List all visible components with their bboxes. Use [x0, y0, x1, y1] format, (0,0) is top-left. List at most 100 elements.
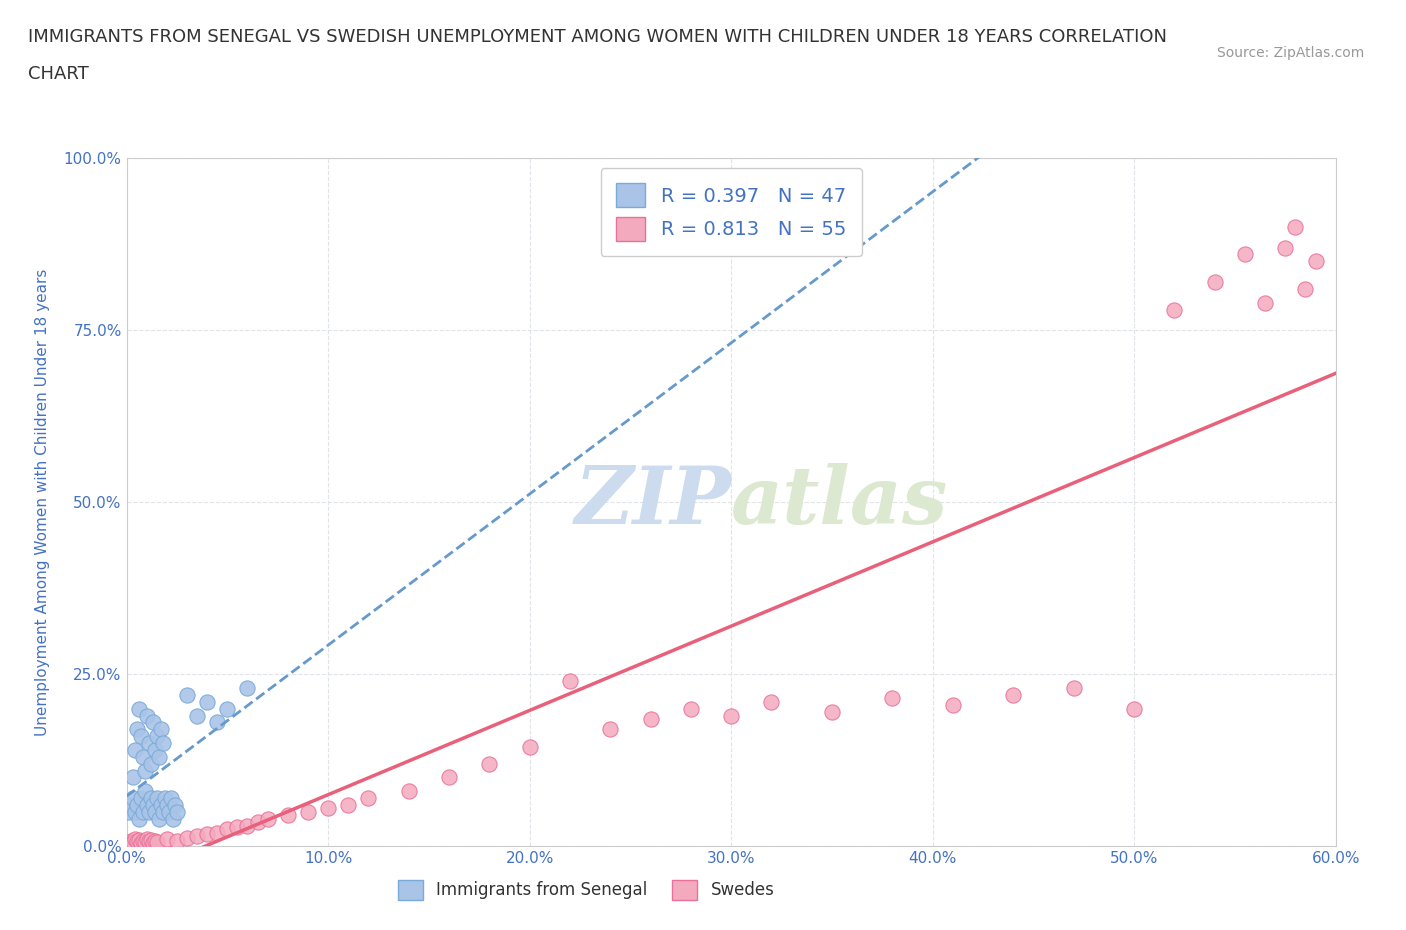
Point [1204, 274, 1226, 289]
Legend: Immigrants from Senegal, Swedes: Immigrants from Senegal, Swedes [391, 873, 782, 907]
Point [720, 708, 742, 723]
Point [821, 705, 844, 720]
Point [120, 833, 142, 848]
Point [135, 832, 157, 847]
Point [176, 830, 198, 845]
Point [135, 798, 157, 813]
Point [129, 835, 152, 850]
Point [142, 798, 165, 813]
Point [195, 695, 218, 710]
Point [139, 832, 162, 847]
Point [1274, 240, 1296, 255]
Point [138, 834, 160, 849]
Text: CHART: CHART [28, 65, 89, 83]
Point [478, 756, 501, 771]
Point [297, 804, 319, 819]
Point [162, 811, 184, 826]
Point [186, 829, 208, 844]
Point [236, 818, 259, 833]
Point [1163, 302, 1185, 317]
Point [129, 729, 152, 744]
Point [217, 822, 239, 837]
Text: atlas: atlas [731, 463, 949, 541]
Point [131, 750, 153, 764]
Point [1002, 687, 1025, 702]
Point [398, 784, 420, 799]
Point [128, 701, 150, 716]
Point [195, 827, 218, 842]
Point [135, 708, 157, 723]
Point [117, 804, 139, 819]
Point [186, 708, 208, 723]
Point [176, 687, 198, 702]
Point [160, 790, 183, 805]
Point [124, 742, 146, 757]
Point [121, 790, 143, 805]
Point [134, 784, 156, 799]
Point [599, 722, 621, 737]
Y-axis label: Unemployment Among Women with Children Under 18 years: Unemployment Among Women with Children U… [35, 269, 49, 736]
Point [163, 798, 186, 813]
Point [1234, 247, 1257, 262]
Point [166, 804, 188, 819]
Point [1294, 282, 1316, 297]
Point [316, 801, 339, 816]
Point [134, 835, 156, 850]
Text: ZIP: ZIP [574, 463, 731, 541]
Point [217, 701, 239, 716]
Point [121, 770, 143, 785]
Point [205, 825, 228, 840]
Point [156, 832, 179, 847]
Point [1254, 295, 1277, 310]
Point [1305, 254, 1327, 269]
Point [148, 811, 170, 826]
Point [124, 832, 146, 847]
Point [139, 790, 162, 805]
Point [640, 711, 662, 726]
Point [142, 835, 165, 850]
Point [129, 790, 152, 805]
Point [121, 835, 143, 850]
Point [146, 729, 169, 744]
Point [120, 798, 142, 813]
Point [157, 804, 180, 819]
Point [558, 673, 581, 688]
Point [256, 811, 278, 826]
Point [1284, 219, 1306, 234]
Point [125, 798, 148, 813]
Point [942, 698, 965, 712]
Point [246, 815, 269, 830]
Point [153, 790, 176, 805]
Point [152, 804, 174, 819]
Point [139, 756, 162, 771]
Point [437, 770, 460, 785]
Point [131, 804, 153, 819]
Point [138, 736, 160, 751]
Point [143, 833, 166, 848]
Point [143, 804, 166, 819]
Point [124, 804, 146, 819]
Point [882, 691, 904, 706]
Point [125, 722, 148, 737]
Point [761, 695, 783, 710]
Point [128, 811, 150, 826]
Point [205, 715, 228, 730]
Point [117, 835, 139, 850]
Text: IMMIGRANTS FROM SENEGAL VS SWEDISH UNEMPLOYMENT AMONG WOMEN WITH CHILDREN UNDER : IMMIGRANTS FROM SENEGAL VS SWEDISH UNEMP… [28, 28, 1167, 46]
Point [519, 739, 541, 754]
Point [679, 701, 702, 716]
Point [143, 742, 166, 757]
Point [125, 834, 148, 849]
Point [1063, 681, 1085, 696]
Point [146, 835, 169, 850]
Point [152, 736, 174, 751]
Point [149, 798, 172, 813]
Point [138, 804, 160, 819]
Point [146, 790, 169, 805]
Point [148, 750, 170, 764]
Text: Source: ZipAtlas.com: Source: ZipAtlas.com [1216, 46, 1364, 60]
Point [1123, 701, 1146, 716]
Point [142, 715, 165, 730]
Point [226, 819, 249, 834]
Point [166, 833, 188, 848]
